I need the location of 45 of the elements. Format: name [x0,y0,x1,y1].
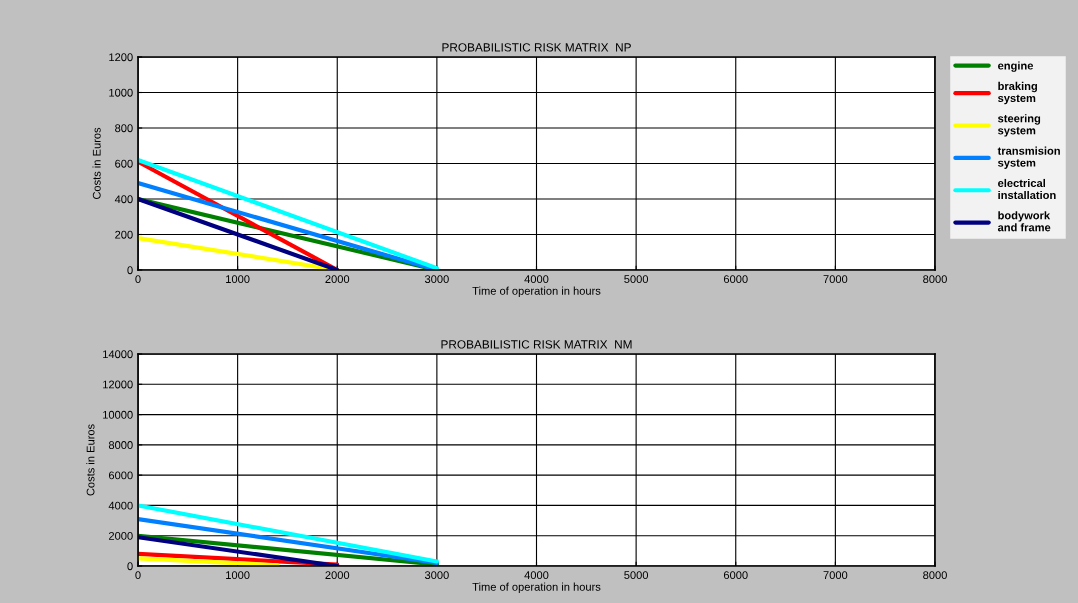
x-tick-label: 7000 [823,275,848,284]
y-tick-label: 12000 [103,380,133,389]
y-tick-label: 6000 [108,471,133,480]
y-tick-label: 8000 [108,441,133,449]
y-tick-label: 2000 [108,531,133,540]
y-axis-title: Costs in Euros [92,127,101,200]
legend-label: braking system [998,81,1037,105]
y-tick-label: 200 [115,230,133,239]
x-tick-label: 3000 [424,275,449,284]
y-tick-label: 4000 [108,501,133,510]
x-tick-label: 8000 [923,571,947,580]
y-tick-label: 600 [115,159,133,168]
legend-label: bodywork and frame [997,211,1051,232]
x-tick-label: 4000 [524,275,549,284]
y-tick-label: 800 [115,124,133,133]
y-tick-label: 400 [114,195,133,204]
legend-label: transmision system [997,146,1060,169]
x-tick-label: 0 [135,275,141,284]
x-tick-label: 4000 [524,571,549,580]
x-tick-label: 5000 [624,571,649,580]
x-tick-label: 3000 [424,571,449,580]
x-tick-label: 8000 [923,275,947,284]
x-tick-label: 2000 [325,275,350,284]
x-tick-label: 1000 [226,275,250,284]
y-tick-label: 0 [127,562,133,571]
chart-title: PROBABILISTIC RISK MATRIX NP [442,43,631,52]
y-tick-label: 1000 [109,88,133,97]
x-tick-label: 1000 [226,571,250,580]
y-tick-label: 10000 [103,410,133,419]
x-axis-title: Time of operation in hours [472,286,601,297]
y-tick-label: 14000 [103,350,133,359]
x-tick-label: 0 [135,571,141,580]
x-axis-title: Time of operation in hours [472,582,601,593]
legend-label: engine [998,61,1034,72]
x-tick-label: 6000 [723,275,748,284]
x-tick-label: 2000 [325,571,350,580]
chart-title: PROBABILISTIC RISK MATRIX NM [441,340,632,349]
y-axis-title: Costs in Euros [86,424,95,496]
y-tick-label: 1200 [109,53,133,62]
y-tick-label: 0 [127,266,133,275]
x-tick-label: 7000 [823,571,848,580]
x-tick-label: 6000 [723,571,748,580]
legend-label: electrical installation [998,178,1056,200]
legend-label: steering system [998,114,1041,137]
x-tick-label: 5000 [624,275,649,284]
